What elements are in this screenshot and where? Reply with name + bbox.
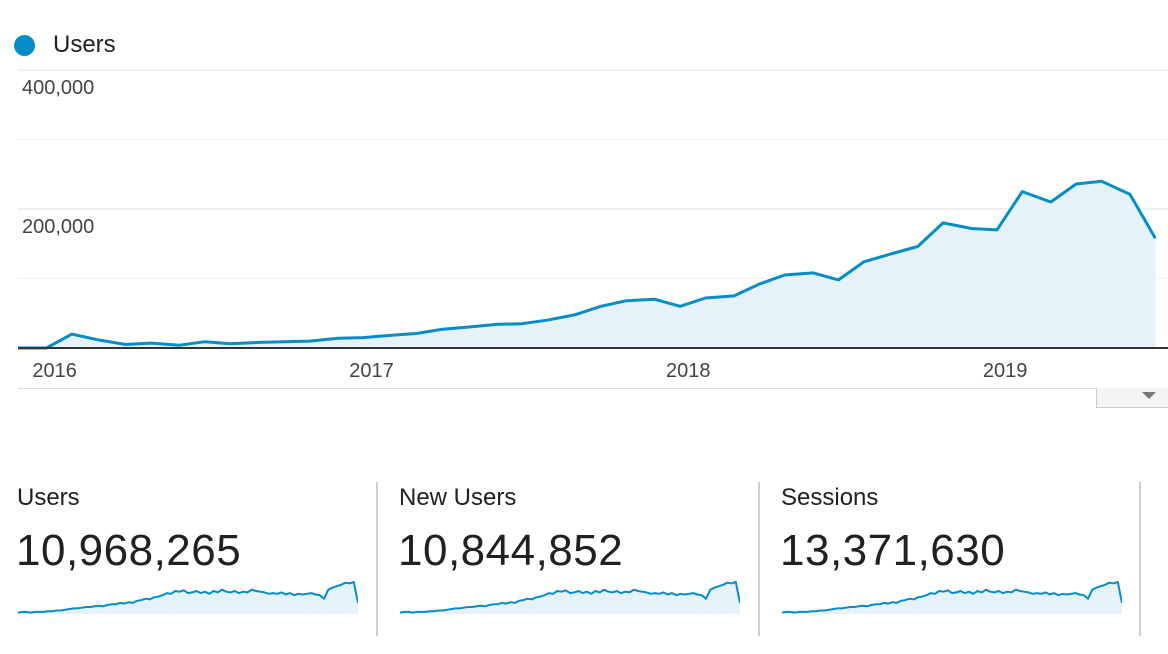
sparkline-line: [782, 581, 1122, 614]
chart-legend[interactable]: Users: [14, 30, 116, 60]
series-area-users: [18, 181, 1156, 348]
series-line-users: [18, 179, 1157, 350]
metric-card-new-users[interactable]: New Users 10,844,852: [382, 482, 764, 638]
series-color-swatch: [14, 34, 35, 56]
metric-value: 10,844,852: [398, 526, 624, 575]
x-tick-label: 2016: [32, 360, 77, 382]
metric-divider: [1139, 482, 1141, 636]
metric-card-sessions[interactable]: Sessions 13,371,630: [764, 482, 1146, 638]
x-tick-label: 2017: [349, 360, 394, 382]
chart-bottom-border: [18, 388, 1168, 389]
y-tick-label: 200,000: [22, 216, 94, 238]
metric-divider: [758, 482, 760, 636]
metric-summary-row: Users 10,968,265 New Users 10,844,852 Se…: [0, 482, 1168, 638]
metric-title: Sessions: [781, 484, 879, 511]
x-tick-label: 2018: [666, 360, 711, 382]
y-tick-label: 400,000: [22, 77, 94, 99]
metric-value: 10,968,265: [16, 526, 242, 575]
metric-title: New Users: [399, 484, 517, 511]
chevron-down-icon: [1142, 392, 1156, 399]
sparkline-area: [18, 582, 358, 614]
x-tick-label: 2019: [983, 360, 1028, 382]
metric-divider: [376, 482, 378, 636]
metric-card-users[interactable]: Users 10,968,265: [0, 482, 382, 638]
sparkline-line: [400, 581, 740, 614]
users-over-time-chart: 200,000 400,000 2016 2017 2018 2019: [18, 69, 1168, 382]
metric-title: Users: [17, 484, 80, 511]
sparkline: [18, 581, 358, 614]
sparkline: [782, 581, 1122, 614]
sparkline: [400, 581, 740, 614]
chart-expand-toggle[interactable]: [1096, 388, 1168, 408]
sparkline-line: [18, 581, 358, 614]
metric-value: 13,371,630: [780, 526, 1006, 575]
sparkline-area: [400, 582, 740, 614]
sparkline-area: [782, 582, 1122, 614]
legend-label-users: Users: [53, 31, 116, 58]
